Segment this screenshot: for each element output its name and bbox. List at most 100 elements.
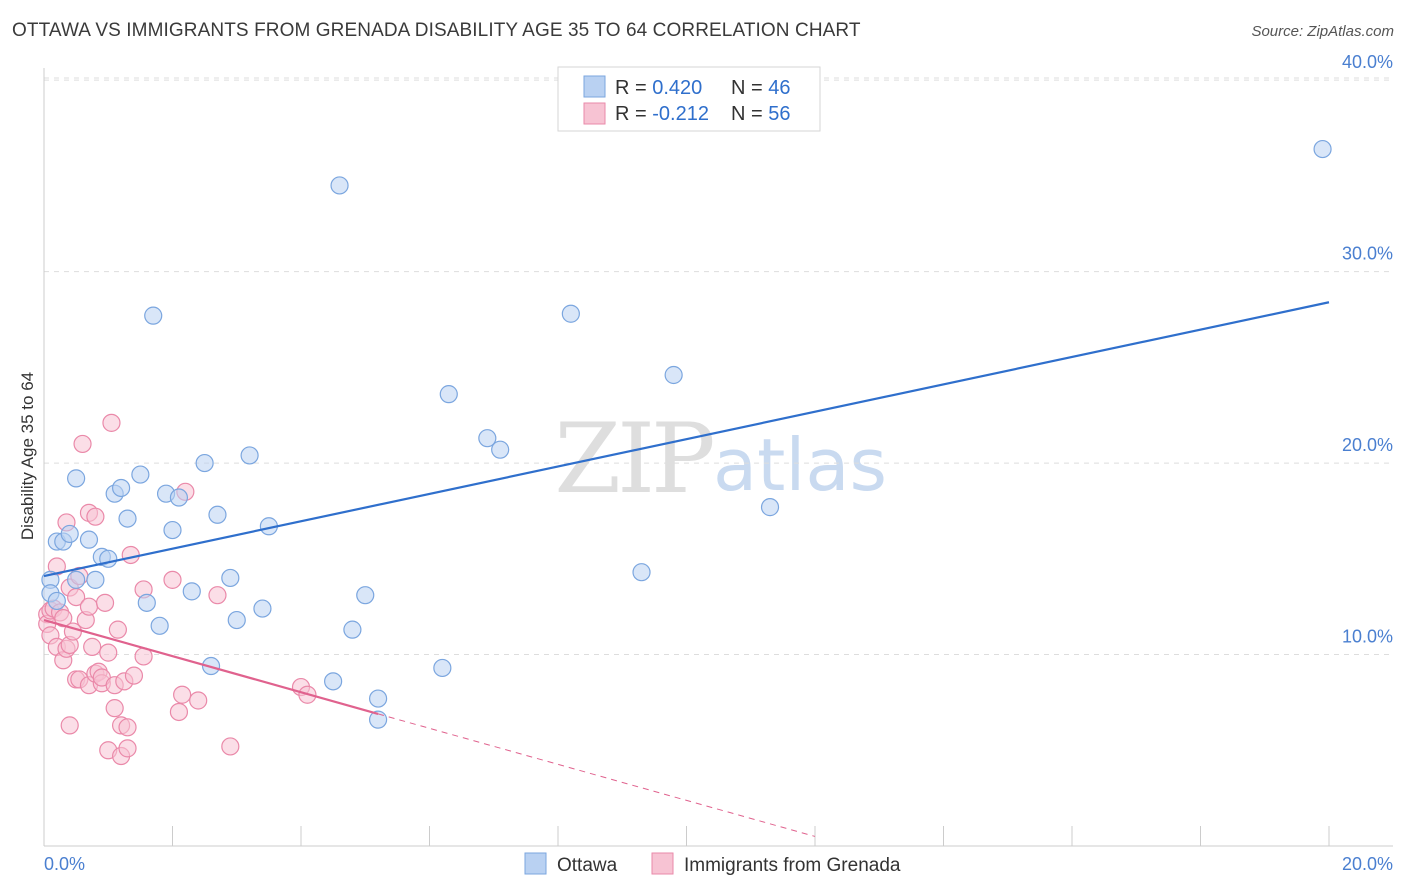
stats-r-label-grenada: R = (615, 103, 652, 125)
y-tick-label: 10.0% (1342, 627, 1393, 647)
ottawa-point (60, 524, 79, 544)
grenada-point (60, 716, 79, 735)
grenada-point (86, 507, 105, 526)
y-tick-label: 40.0% (1342, 52, 1393, 72)
grenada-point (118, 718, 137, 737)
chart-title: OTTAWA VS IMMIGRANTS FROM GRENADA DISABI… (12, 20, 861, 41)
stats-n-value-ottawa: 46 (768, 77, 790, 99)
y-axis-label: Disability Age 35 to 64 (18, 372, 37, 540)
watermark-atlas: atlas (713, 423, 887, 507)
ottawa-point (561, 304, 580, 323)
grenada-point (73, 434, 92, 454)
grenada-point (208, 586, 227, 605)
ottawa-point (227, 610, 246, 630)
ottawa-point (439, 385, 458, 404)
grenada-point (108, 620, 127, 639)
ottawa-point (664, 365, 683, 385)
trend-line-grenada-extension (377, 713, 816, 837)
legend-label-grenada: Immigrants from Grenada (684, 855, 901, 876)
ottawa-point (169, 488, 189, 507)
ottawa-point (137, 593, 156, 612)
source-credit: Source: ZipAtlas.com (1251, 23, 1394, 40)
grenada-point (95, 593, 115, 612)
x-tick-label-max: 20.0% (1342, 854, 1393, 874)
grenada-point (169, 702, 189, 722)
ottawa-point (144, 306, 163, 325)
stats-r-value-ottawa: 0.420 (652, 77, 702, 99)
stats-n-label-grenada: N = (731, 103, 768, 125)
stats-r-label-ottawa: R = (615, 77, 652, 99)
ottawa-point (67, 570, 86, 589)
ottawa-point (478, 429, 497, 448)
ottawa-point (208, 505, 227, 524)
ottawa-point (760, 498, 780, 517)
stats-r-value-grenada: -0.212 (652, 103, 709, 125)
ottawa-point (253, 599, 272, 618)
watermark-zip: ZIP (554, 403, 713, 515)
grenada-point (105, 699, 124, 718)
ottawa-point (163, 520, 182, 540)
grenada-point (121, 545, 140, 565)
svg-text:N = 46: N = 46 (731, 77, 791, 99)
ottawa-point (491, 440, 510, 459)
ottawa-point (356, 586, 375, 605)
ottawa-point (632, 563, 651, 582)
legend-swatch-grenada (651, 852, 674, 875)
ottawa-point (330, 176, 349, 195)
svg-text:R = 0.420: R = 0.420 (615, 77, 702, 99)
ottawa-point (67, 469, 86, 488)
grenada-point (118, 739, 137, 758)
stats-legend: R = 0.420 N = 46 R = -0.212 N = 56 (557, 66, 821, 132)
ottawa-point (99, 549, 118, 568)
ottawa-point (182, 582, 201, 601)
watermark: ZIP atlas (554, 403, 887, 515)
trend-line-grenada (43, 619, 379, 715)
stats-n-value-grenada: 56 (768, 103, 790, 125)
grenada-point (54, 609, 73, 628)
legend-swatch-ottawa (524, 852, 547, 875)
x-axis-ticks (172, 826, 1330, 846)
ottawa-point (221, 568, 240, 588)
ottawa-point (86, 570, 105, 589)
ottawa-point (240, 446, 259, 465)
trend-line-ottawa (43, 301, 1330, 578)
ottawa-point (324, 672, 343, 691)
bottom-legend: Ottawa Immigrants from Grenada (524, 852, 901, 876)
grenada-point (99, 643, 118, 662)
stats-n-label-ottawa: N = (731, 77, 768, 99)
stats-legend-swatch-grenada (583, 102, 606, 125)
ottawa-point (111, 478, 131, 498)
series-grenada-points (38, 413, 317, 766)
grenada-point (189, 691, 208, 710)
grenada-point (173, 685, 192, 704)
ottawa-point (47, 591, 66, 611)
ottawa-point (343, 620, 362, 639)
legend-label-ottawa: Ottawa (557, 855, 618, 876)
y-tick-label: 30.0% (1342, 244, 1393, 264)
series-ottawa-points (41, 139, 1332, 729)
ottawa-point (433, 658, 452, 678)
y-tick-labels: 10.0% 20.0% 30.0% 40.0% (1342, 52, 1393, 646)
grenada-point (83, 637, 102, 656)
grenada-point (221, 737, 240, 756)
ottawa-point (195, 453, 214, 473)
ottawa-point (369, 689, 388, 708)
ottawa-point (150, 616, 169, 635)
ottawa-point (131, 465, 150, 484)
axes (43, 68, 1393, 847)
grenada-point (124, 666, 144, 685)
stats-legend-swatch-ottawa (583, 75, 606, 98)
grenada-point (163, 570, 182, 589)
ottawa-point (1313, 139, 1332, 159)
ottawa-point (118, 509, 137, 528)
y-tick-label: 20.0% (1342, 435, 1393, 455)
grenada-point (79, 597, 99, 616)
svg-text:R = -0.212: R = -0.212 (615, 103, 709, 125)
ottawa-point (79, 530, 99, 549)
svg-text:N = 56: N = 56 (731, 103, 791, 125)
grenada-point (102, 413, 121, 432)
trend-lines (43, 301, 1330, 837)
grid-lines (44, 77, 1393, 656)
x-tick-label-min: 0.0% (44, 854, 85, 874)
